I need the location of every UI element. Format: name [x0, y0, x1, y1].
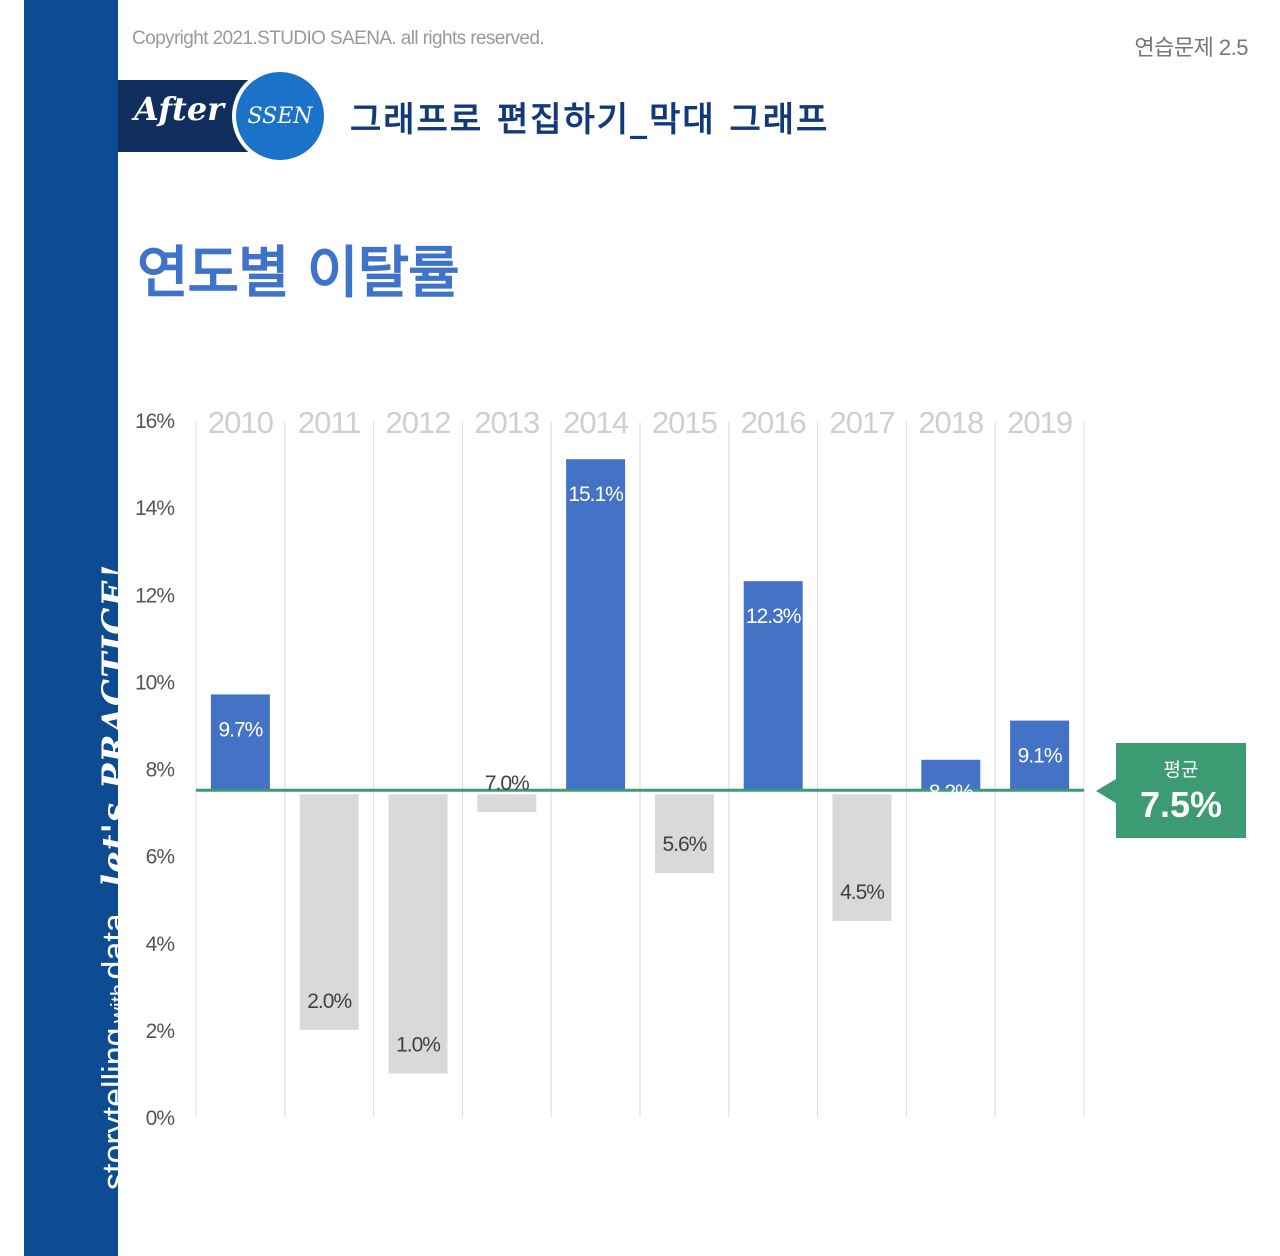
bar	[210, 694, 270, 791]
y-tick-label: 4%	[146, 933, 175, 956]
x-tick-label: 2012	[386, 405, 451, 440]
x-tick-label: 2017	[830, 405, 895, 440]
average-value: 7.5%	[1139, 784, 1223, 825]
average-callout: 평균 7.5%	[1116, 743, 1246, 838]
y-tick-label: 8%	[146, 759, 175, 782]
bar	[832, 794, 892, 921]
x-tick-label: 2014	[563, 405, 629, 440]
x-tick-label: 2018	[918, 405, 983, 440]
y-tick-label: 12%	[135, 584, 174, 607]
x-tick-label: 2015	[652, 405, 717, 440]
y-tick-label: 14%	[135, 497, 174, 520]
bar	[299, 794, 359, 1030]
x-tick-label: 2019	[1007, 405, 1072, 440]
y-tick-label: 6%	[146, 846, 175, 869]
bar	[477, 794, 537, 813]
data-label: 7.0%	[485, 772, 529, 795]
y-tick-label: 16%	[135, 410, 174, 433]
x-tick-label: 2010	[208, 405, 274, 440]
data-label: 12.3%	[746, 605, 801, 628]
ssen-label: SSEN	[247, 103, 313, 129]
copyright-text: Copyright 2021.STUDIO SAENA. all rights …	[132, 28, 545, 49]
data-label: 4.5%	[840, 881, 884, 904]
x-tick-label: 2011	[298, 405, 361, 440]
bar	[654, 794, 714, 874]
data-label: 9.1%	[1018, 745, 1062, 768]
bar	[743, 581, 803, 791]
page-subtitle: 그래프로 편집하기_막대 그래프	[350, 100, 830, 140]
ssen-badge: SSEN	[232, 68, 328, 164]
data-label: 2.0%	[307, 990, 351, 1013]
average-callout-arrow	[1096, 779, 1116, 803]
data-label: 15.1%	[568, 483, 623, 506]
y-tick-label: 10%	[135, 671, 174, 694]
y-tick-label: 0%	[146, 1107, 175, 1130]
data-label: 9.7%	[218, 718, 262, 741]
bar	[388, 794, 448, 1074]
exercise-number: 연습문제 2.5	[1134, 35, 1248, 60]
x-tick-label: 2013	[474, 405, 539, 440]
sidebar: storytelling with data let's PRACTICE!	[24, 0, 135, 1256]
bar	[566, 459, 626, 791]
data-label: 1.0%	[396, 1033, 440, 1056]
x-tick-label: 2016	[741, 405, 806, 440]
chart-title: 연도별 이탈률	[137, 241, 460, 306]
bar	[921, 759, 981, 791]
data-label: 5.6%	[662, 833, 706, 856]
average-label: 평균	[1163, 760, 1199, 781]
bar	[1010, 720, 1070, 791]
data-label: 8.2%	[929, 781, 973, 804]
y-tick-label: 2%	[146, 1020, 175, 1043]
after-label: After	[134, 90, 225, 128]
